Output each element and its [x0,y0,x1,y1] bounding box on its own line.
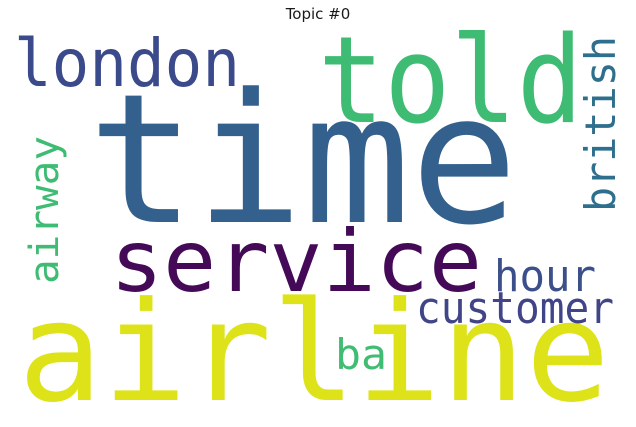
word-ba: ba [335,330,387,379]
word-told: told [318,12,583,151]
word-british: british [576,36,625,212]
word-service: service [110,212,482,312]
word-airway: airway [22,136,68,284]
figure-title: Topic #0 [285,5,351,23]
word-customer: customer [416,283,614,334]
word-london: london [14,25,240,102]
word-time: time [88,56,518,265]
word-airline: airline [18,272,610,427]
word-hour: hour [494,251,596,302]
